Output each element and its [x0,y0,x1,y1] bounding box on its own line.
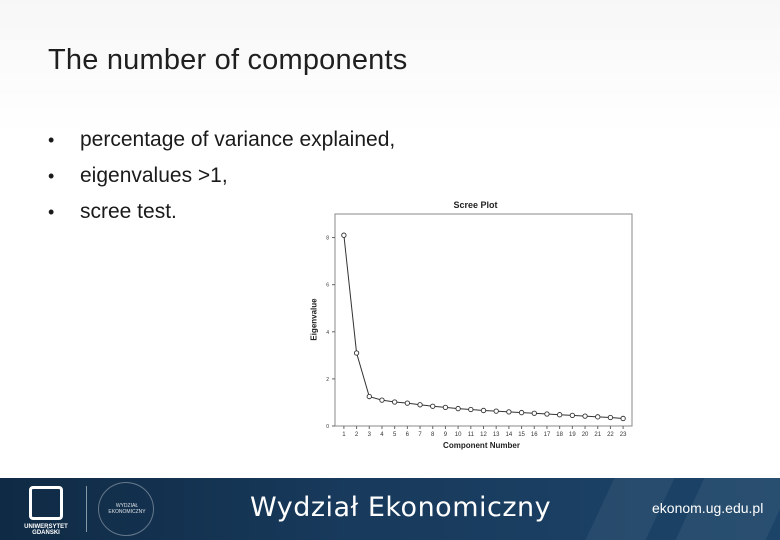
data-point [404,400,410,406]
x-tick-label: 20 [582,432,589,438]
x-tick-label: 13 [493,432,500,438]
y-tick-label: 4 [326,330,329,336]
data-point [366,393,372,400]
chart-title: Scree Plot [453,200,498,210]
bullet-item: • eigenvalues >1, [48,158,395,194]
x-tick-label: 21 [594,432,601,438]
data-point [442,404,449,411]
data-point [341,232,347,238]
scree-plot: Scree Plot 0 2 4 6 8 1 2 3 4 5 6 7 8 9 10 11 12 13 14 15 16 1… [305,200,638,452]
scree-line [343,235,624,419]
x-tick-label: 17 [544,432,551,438]
data-point [557,412,563,418]
data-point [417,402,423,408]
x-tick-label: 11 [468,432,475,438]
x-tick-label: 2 [355,432,359,438]
data-point [544,411,550,417]
x-tick-label: 15 [518,432,525,438]
faculty-seal-icon: WYDZIAŁ EKONOMICZNY [98,482,154,536]
x-tick-label: 7 [418,432,422,438]
data-point [506,409,512,415]
university-label: UNIWERSYTET GDAŃSKI [24,524,68,536]
y-tick-label: 2 [326,377,329,383]
x-tick-label: 4 [380,432,384,438]
data-point [582,413,588,419]
y-tick-label: 6 [326,283,329,289]
bullet-dot: • [48,166,55,186]
data-point [480,407,487,414]
slide-title: The number of components [48,44,408,76]
ug-logo-icon [29,486,63,520]
x-axis-label: Component Number [443,441,520,450]
data-point [455,405,461,412]
data-point [595,414,601,420]
bullet-dot: • [48,202,55,222]
bullet-text: scree test. [80,200,177,223]
data-point [353,350,360,356]
seal-text: WYDZIAŁ EKONOMICZNY [108,503,146,515]
bullet-text: eigenvalues >1, [80,164,228,187]
bullet-list: • percentage of variance explained, • eige… [48,122,395,230]
y-tick-label: 0 [326,424,329,430]
footer-divider [86,486,87,532]
university-logo: UNIWERSYTET GDAŃSKI [10,486,82,536]
website-link[interactable]: ekonom.ug.edu.pl [652,500,764,516]
x-tick-label: 22 [607,432,614,438]
data-point [493,408,499,414]
x-tick-label: 16 [531,432,538,438]
footer-banner: UNIWERSYTET GDAŃSKI WYDZIAŁ EKONOMICZNY … [0,478,780,540]
data-point [518,409,525,416]
data-point [468,406,474,413]
x-tick-label: 19 [569,432,576,438]
data-point [392,399,398,405]
x-tick-label: 14 [506,432,513,438]
x-tick-label: 6 [406,432,410,438]
plot-frame [334,213,633,427]
y-tick-label: 8 [326,236,329,242]
data-point [379,397,385,403]
x-tick-label: 12 [480,432,487,438]
x-tick-label: 1 [342,432,346,438]
data-point [430,403,436,409]
x-tick-label: 5 [393,432,397,438]
data-point [569,412,575,419]
bullet-item: • percentage of variance explained, [48,122,395,158]
x-tick-label: 10 [455,432,462,438]
x-tick-label: 9 [444,432,448,438]
y-axis-label: Eigenvalue [309,298,319,341]
data-point [531,410,537,416]
bullet-text: percentage of variance explained, [80,128,396,151]
bullet-item: • scree test. [48,194,395,230]
x-tick-label: 18 [556,432,563,438]
x-tick-label: 3 [368,432,372,438]
x-tick-label: 8 [431,432,435,438]
faculty-name: Wydział Ekonomiczny [250,492,552,523]
x-tick-label: 23 [620,432,627,438]
data-point [620,415,626,422]
data-point [607,414,614,421]
bullet-dot: • [48,130,55,150]
